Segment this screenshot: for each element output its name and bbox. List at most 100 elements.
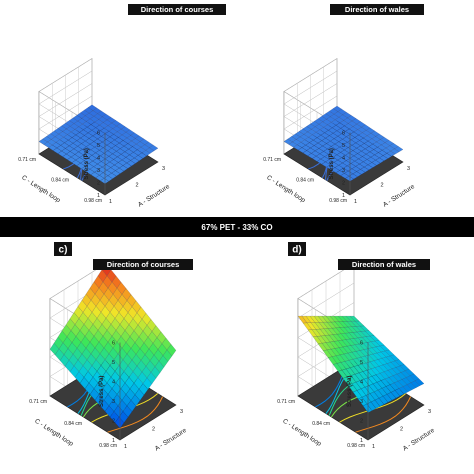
y-tick-label: 0.84 cm [64,421,82,427]
z-tick-label: 1 [360,438,363,444]
z-tick-label: 3 [112,399,115,405]
z-tick-label: 3 [342,168,345,174]
y-tick-label: 0.98 cm [329,198,347,204]
chart-title-box [93,259,193,270]
z-tick-label: 5 [360,360,363,366]
panel-label: d) [292,245,301,256]
x-axis-title: A - Structure [402,427,436,453]
composition-band [0,217,474,237]
z-tick-label: 4 [97,156,100,162]
surface-patch [369,335,380,342]
x-tick-label: 2 [136,183,139,189]
surface-patch [351,118,361,125]
y-tick-label: 0.71 cm [263,157,281,163]
x-tick-label: 3 [180,409,183,415]
z-tick-label: 3 [97,168,100,174]
surface-patch [116,123,126,130]
z-tick-label: 3 [360,399,363,405]
z-tick-label: 5 [342,143,345,149]
x-tick-label: 3 [407,166,410,172]
y-tick-label: 0.98 cm [99,443,117,449]
x-axis-title: A - Structure [154,427,188,453]
z-tick-label: 1 [112,438,115,444]
x-tick-label: 3 [162,166,165,172]
chart-title: Direction of courses [141,5,214,14]
surface-patch [342,112,352,118]
surface-patch [347,115,357,122]
surface-patch [166,343,177,357]
chart-title: Direction of wales [345,5,409,14]
chart-title: Direction of courses [107,260,180,269]
z-axis-title: Stress (Pa) [99,376,105,407]
x-tick-label: 2 [381,183,384,189]
z-tick-label: 4 [112,380,115,386]
y-tick-label: 0.71 cm [18,157,36,163]
x-tick-label: 2 [400,427,403,433]
surface-patch [337,108,347,115]
surface-patch [131,300,142,314]
composition-band-label: 67% PET - 33% CO [201,223,272,232]
surface-patch [135,135,145,142]
z-tick-label: 2 [112,419,115,425]
x-axis-title: A - Structure [382,183,416,209]
surface-patch [92,107,102,114]
y-tick-label: 0.71 cm [277,399,295,405]
chart-panel-bottom-right: 1 2 3 4 5 6 Stress (Pa) 1 2 3 A - Structure 0.71 cm… [277,242,436,453]
x-tick-label: 3 [428,409,431,415]
surface-patch [356,121,366,128]
z-tick-label: 6 [342,131,345,137]
surface-patch [126,294,137,307]
z-tick-label: 4 [360,380,363,386]
y-tick-label: 0.98 cm [347,443,365,449]
surface-patch [365,127,375,134]
surface-patch [149,144,159,151]
z-tick-label: 4 [342,156,345,162]
surface-patch [144,141,154,148]
z-axis-title: Stress (Pa) [84,148,90,179]
z-axis-title: Stress (Pa) [347,376,353,407]
x-tick-label: 1 [124,444,127,450]
z-tick-label: 6 [360,341,363,347]
y-tick-label: 0.71 cm [29,399,47,405]
z-tick-label: 5 [112,360,115,366]
y-tick-label: 0.98 cm [84,198,102,204]
surface-patch [349,315,360,322]
chart-panel-top-left: 1 2 3 4 5 6 Stress (Pa) 1 2 3 A - Structure 0.71 cm… [18,4,226,209]
chart-title: Direction of wales [352,260,416,269]
surface-patch [370,130,380,137]
surface-patch [102,113,112,120]
panel-label: c) [59,245,68,256]
surface-patch [384,349,395,357]
z-tick-label: 6 [97,131,100,137]
surface-patch [332,105,342,112]
surface-patch [161,337,172,351]
z-tick-label: 1 [342,193,345,199]
x-tick-label: 1 [109,199,112,205]
y-tick-label: 0.84 cm [51,178,69,184]
x-tick-label: 2 [152,427,155,433]
surface-patch [361,124,371,131]
chart-panel-top-right: 1 2 3 4 5 6 Stress (Pa) 1 2 3 A - Structure 0.71 cm… [263,4,424,209]
x-axis-title: A - Structure [137,183,171,209]
surface-patch [136,306,147,320]
z-tick-label: 2 [97,181,100,187]
surface-patch [151,325,162,338]
chart-title-box [338,259,430,270]
panel-label-box [288,242,306,256]
chart-panel-bottom-left: 1 2 3 4 5 6 Stress (Pa) 1 2 3 A - Structure 0.71 cm… [29,242,193,453]
surface-patch [87,104,97,111]
chart-title-box [128,4,226,15]
surface-patch [97,110,107,117]
z-tick-label: 6 [112,341,115,347]
y-tick-label: 0.84 cm [296,178,314,184]
panel-label-box [54,242,72,256]
z-tick-label: 2 [342,181,345,187]
surface-patch [389,143,399,149]
x-tick-label: 1 [354,199,357,205]
surface-patch [125,129,135,136]
z-tick-label: 5 [97,143,100,149]
surface-patch [111,120,121,127]
x-tick-label: 1 [372,444,375,450]
z-axis-title: Stress (Pa) [329,148,335,179]
